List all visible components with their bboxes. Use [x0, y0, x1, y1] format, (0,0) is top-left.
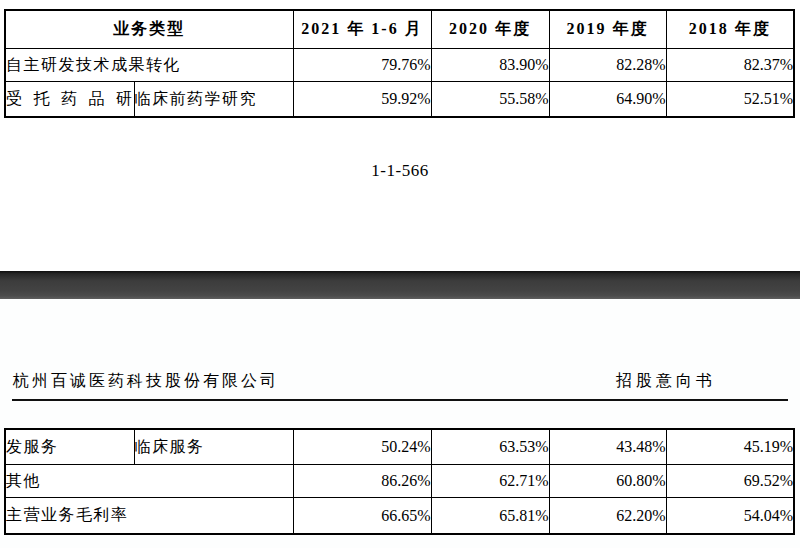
- table-cell: 62.20%: [549, 498, 666, 535]
- table-cell: 62.71%: [431, 465, 549, 498]
- table-row: 其他 86.26% 62.71% 60.80% 69.52%: [5, 465, 794, 498]
- table-cell: 45.19%: [666, 429, 794, 465]
- table-cell: 64.90%: [549, 82, 666, 118]
- table-cell: 50.24%: [293, 429, 431, 465]
- header-business-type: 业务类型: [5, 10, 293, 49]
- table-cell: 79.76%: [293, 49, 431, 82]
- table-cell: 60.80%: [549, 465, 666, 498]
- table-row: 发服务 临床服务 50.24% 63.53% 43.48% 45.19%: [5, 429, 794, 465]
- row-label: 其他: [5, 465, 293, 498]
- table-cell: 69.52%: [666, 465, 794, 498]
- table-cell: 65.81%: [431, 498, 549, 535]
- row-label-group: 受托药品研: [5, 82, 134, 118]
- page-separator-bar: [0, 271, 800, 299]
- gross-margin-table-top: 业务类型 2021 年 1-6 月 2020 年度 2019 年度 2018 年…: [4, 9, 795, 118]
- table-cell: 86.26%: [293, 465, 431, 498]
- table-cell: 82.28%: [549, 49, 666, 82]
- table-row: 自主研发技术成果转化 79.76% 83.90% 82.28% 82.37%: [5, 49, 794, 82]
- table-cell: 63.53%: [431, 429, 549, 465]
- row-label: 自主研发技术成果转化: [5, 49, 293, 82]
- row-label-sub: 临床前药学研究: [134, 82, 293, 118]
- table-cell: 59.92%: [293, 82, 431, 118]
- table-cell: 83.90%: [431, 49, 549, 82]
- table-row: 主营业务毛利率 66.65% 65.81% 62.20% 54.04%: [5, 498, 794, 535]
- header-2020: 2020 年度: [431, 10, 549, 49]
- gross-margin-table-bottom: 发服务 临床服务 50.24% 63.53% 43.48% 45.19% 其他 …: [4, 428, 795, 535]
- table-cell: 52.51%: [666, 82, 794, 118]
- header-2021h1: 2021 年 1-6 月: [293, 10, 431, 49]
- table-cell: 43.48%: [549, 429, 666, 465]
- document-viewer: 业务类型 2021 年 1-6 月 2020 年度 2019 年度 2018 年…: [0, 0, 800, 548]
- header-rule: [12, 399, 788, 401]
- page-number: 1-1-566: [0, 161, 800, 181]
- row-label-sub: 临床服务: [134, 429, 293, 465]
- company-name: 杭州百诚医药科技股份有限公司: [13, 371, 279, 392]
- table-cell: 66.65%: [293, 498, 431, 535]
- table-cell: 82.37%: [666, 49, 794, 82]
- header-2018: 2018 年度: [666, 10, 794, 49]
- table-row: 受托药品研 临床前药学研究 59.92% 55.58% 64.90% 52.51…: [5, 82, 794, 118]
- row-label: 主营业务毛利率: [5, 498, 293, 535]
- header-2019: 2019 年度: [549, 10, 666, 49]
- row-label-group-cont: 发服务: [5, 429, 134, 465]
- table-cell: 54.04%: [666, 498, 794, 535]
- table-cell: 55.58%: [431, 82, 549, 118]
- table-header-row: 业务类型 2021 年 1-6 月 2020 年度 2019 年度 2018 年…: [5, 10, 794, 49]
- doc-type-label: 招股意向书: [616, 371, 716, 392]
